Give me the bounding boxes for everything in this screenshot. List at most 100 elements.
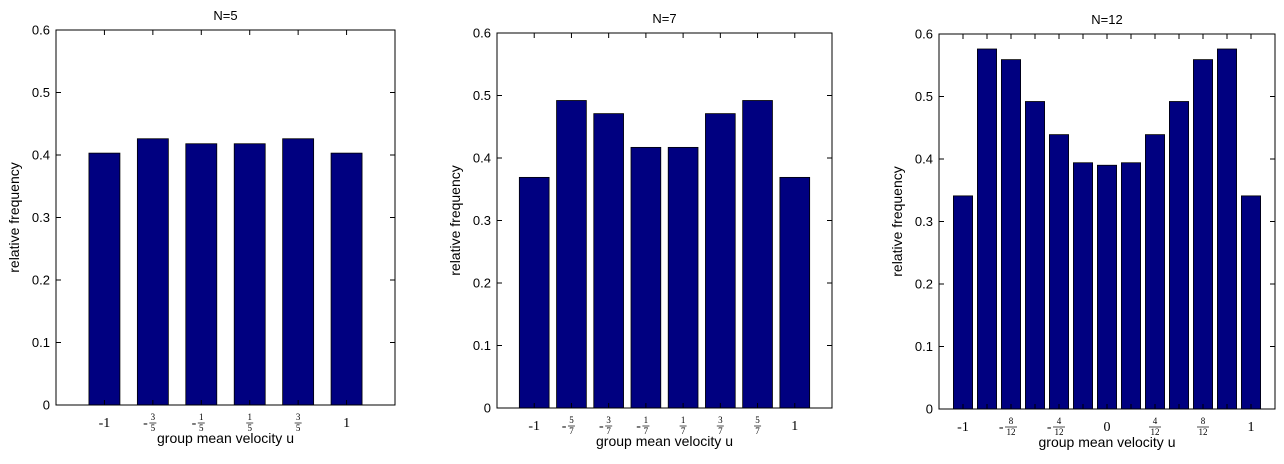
xtick-label-numerator: 1	[247, 412, 252, 422]
bar-4	[233, 143, 266, 406]
xtick-label-fraction: -412	[1047, 416, 1065, 437]
bar-10	[1169, 101, 1190, 410]
xtick-label-numerator: 8	[1201, 416, 1206, 426]
y-axis-label: relative frequency	[447, 165, 463, 276]
xtick-label-numerator: 5	[569, 415, 574, 425]
bar-1	[518, 176, 550, 409]
ytick-label: 0.3	[32, 210, 50, 225]
bar-13	[1241, 195, 1262, 410]
ytick-label: 0	[43, 398, 50, 413]
ytick-label: 0.4	[915, 152, 933, 167]
xtick-label-numerator: 8	[1009, 416, 1014, 426]
bar-6	[705, 113, 736, 409]
xtick-label-denominator: 12	[1151, 427, 1160, 437]
xtick-label-denominator: 7	[755, 426, 760, 436]
xtick-label-numerator: 3	[718, 415, 723, 425]
xtick-label-numerator: 5	[755, 415, 760, 425]
ytick-label: 0.1	[32, 335, 50, 350]
xtick-label-numerator: 3	[296, 412, 301, 422]
xtick-label-denominator: 7	[569, 426, 574, 436]
y-axis-label: relative frequency	[6, 162, 22, 273]
xtick-label-sign: -	[1047, 420, 1052, 435]
bar-3	[185, 143, 218, 406]
xtick-label-fraction: 35	[294, 412, 302, 433]
bar-7	[1097, 164, 1118, 410]
xtick-label: -1	[99, 416, 111, 431]
xtick-label-fraction: -37	[599, 415, 613, 436]
ytick-label: 0.5	[915, 89, 933, 104]
xtick-label-sign: -	[192, 416, 197, 431]
ytick-label: 0.5	[473, 88, 491, 103]
bar-11	[1193, 59, 1214, 410]
xtick-label-denominator: 5	[199, 423, 204, 433]
ytick-label: 0.3	[915, 214, 933, 229]
ytick-label: 0	[484, 401, 491, 416]
xtick-label-denominator: 12	[1199, 427, 1208, 437]
bar-2	[977, 48, 998, 410]
bar-1	[88, 152, 121, 406]
xtick-label-fraction: 812	[1197, 416, 1209, 437]
xtick-label-fraction: 57	[754, 415, 762, 436]
xtick-label-sign: -	[143, 416, 148, 431]
y-axis-label: relative frequency	[889, 166, 905, 277]
xtick-label-fraction: 412	[1149, 416, 1161, 437]
xtick-label-denominator: 5	[247, 423, 252, 433]
x-axis-label: group mean velocity u	[1039, 434, 1176, 450]
xtick-label: 0	[1104, 420, 1111, 435]
xtick-label-denominator: 5	[151, 423, 156, 433]
xtick-label-denominator: 7	[681, 426, 686, 436]
xtick-label-denominator: 12	[1055, 427, 1064, 437]
ytick-label: 0.6	[915, 27, 933, 42]
xtick-label: 1	[791, 419, 798, 434]
xtick-label-fraction: 37	[716, 415, 724, 436]
ytick-label: 0.6	[473, 26, 491, 41]
ytick-label: 0.6	[32, 23, 50, 38]
xtick-label-numerator: 1	[199, 412, 204, 422]
bar-2	[556, 100, 587, 409]
ytick-label: 0.2	[32, 273, 50, 288]
xtick-label-numerator: 4	[1057, 416, 1062, 426]
xtick-label-denominator: 7	[606, 426, 611, 436]
bar-1	[953, 195, 974, 410]
xtick-label-sign: -	[599, 419, 604, 434]
ytick-label: 0.4	[473, 151, 491, 166]
xtick-label-sign: -	[636, 419, 641, 434]
bar-4	[630, 146, 662, 409]
bar-7	[742, 100, 773, 409]
bar-8	[779, 176, 811, 409]
xtick-label-numerator: 4	[1153, 416, 1158, 426]
bar-4	[1025, 101, 1046, 410]
ytick-label: 0.2	[915, 277, 933, 292]
chart-title: N=5	[213, 8, 237, 23]
bar-3	[593, 113, 624, 409]
xtick-label-fraction: -812	[999, 416, 1017, 437]
xtick-label-numerator: 1	[681, 415, 686, 425]
bar-6	[330, 152, 363, 406]
xtick-label-fraction: -17	[636, 415, 650, 436]
xtick-label-fraction: 15	[246, 412, 254, 433]
ytick-label: 0.1	[915, 339, 933, 354]
xtick-label: -1	[528, 419, 540, 434]
xtick-label-denominator: 12	[1007, 427, 1016, 437]
xtick-label-sign: -	[999, 420, 1004, 435]
chart-title: N=7	[652, 11, 676, 26]
bar-5	[282, 138, 315, 406]
xtick-label-numerator: 3	[151, 412, 156, 422]
chart-title: N=12	[1091, 12, 1122, 27]
ytick-label: 0.4	[32, 148, 50, 163]
x-axis-label: group mean velocity u	[157, 430, 294, 446]
bar-5	[667, 146, 699, 409]
xtick-label-fraction: -57	[562, 415, 575, 436]
xtick-label-fraction: -15	[192, 412, 205, 433]
bar-6	[1073, 162, 1094, 410]
xtick-label: 1	[343, 416, 350, 431]
bar-8	[1121, 162, 1142, 410]
bar-5	[1049, 134, 1070, 410]
ytick-label: 0.2	[473, 276, 491, 291]
xtick-label-fraction: -35	[143, 412, 157, 433]
bar-9	[1145, 134, 1166, 410]
